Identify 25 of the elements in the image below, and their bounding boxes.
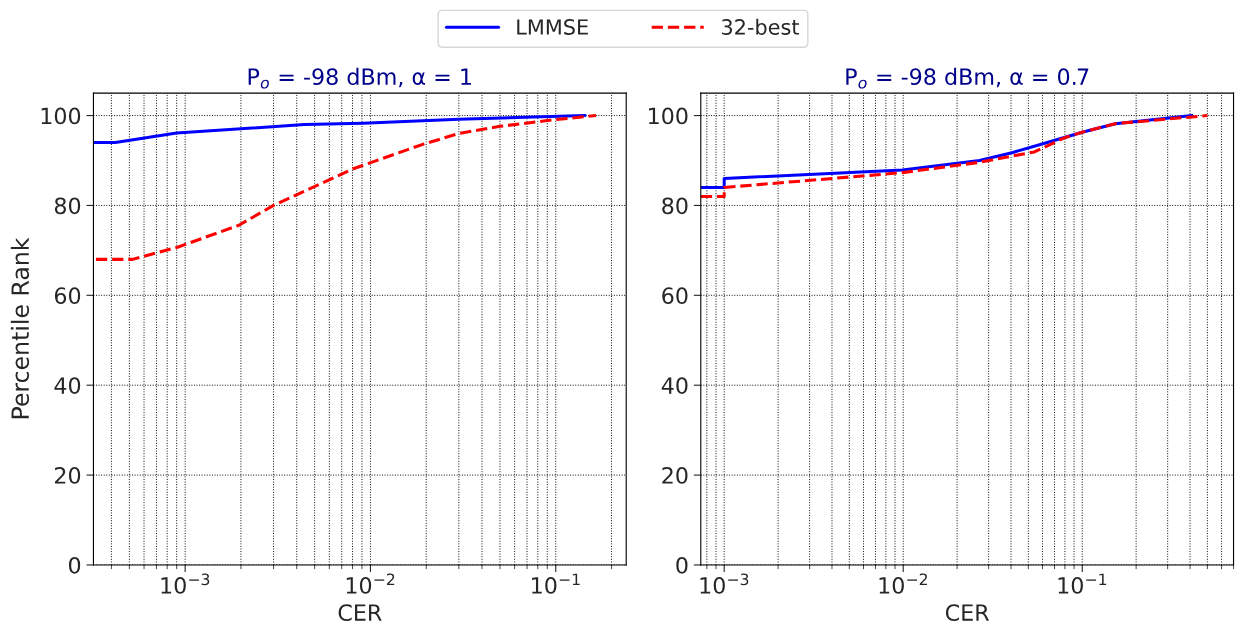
y-tick-label: 60 — [662, 287, 688, 305]
x-axis-title: CER — [338, 604, 382, 622]
legend-label: 32-best — [722, 18, 800, 35]
y-tick-label: 20 — [662, 467, 688, 484]
chart-title: P$_{o}$ = -98 dBm, α = 1 — [248, 67, 471, 89]
x-tick-label: 10$^{−2}$ — [346, 573, 395, 594]
y-tick-label: 80 — [662, 197, 688, 215]
y-tick-label: 100 — [649, 107, 688, 125]
x-tick-label: 10$^{−2}$ — [879, 573, 927, 594]
x-tick-label: 10$^{−1}$ — [1058, 573, 1107, 594]
y-tick-label: 60 — [54, 287, 81, 305]
x-axis-title: CER — [945, 604, 990, 622]
y-tick-label: 80 — [54, 197, 81, 215]
chart-title: P$_{o}$ = -98 dBm, α = 0.7 — [846, 67, 1089, 89]
y-tick-label: 20 — [55, 467, 81, 484]
x-tick-label: 10$^{−1}$ — [532, 573, 580, 594]
y-tick-label: 40 — [54, 377, 81, 394]
y-tick-label: 0 — [676, 556, 688, 574]
legend-label: LMMSE — [517, 19, 588, 35]
y-tick-label: 100 — [41, 107, 81, 125]
x-tick-label: 10$^{−3}$ — [700, 573, 749, 594]
y-tick-label: 0 — [68, 556, 81, 574]
y-tick-label: 40 — [661, 377, 688, 394]
x-tick-label: 10$^{−3}$ — [161, 573, 210, 594]
y-axis-title: Percentile Rank — [10, 237, 30, 419]
